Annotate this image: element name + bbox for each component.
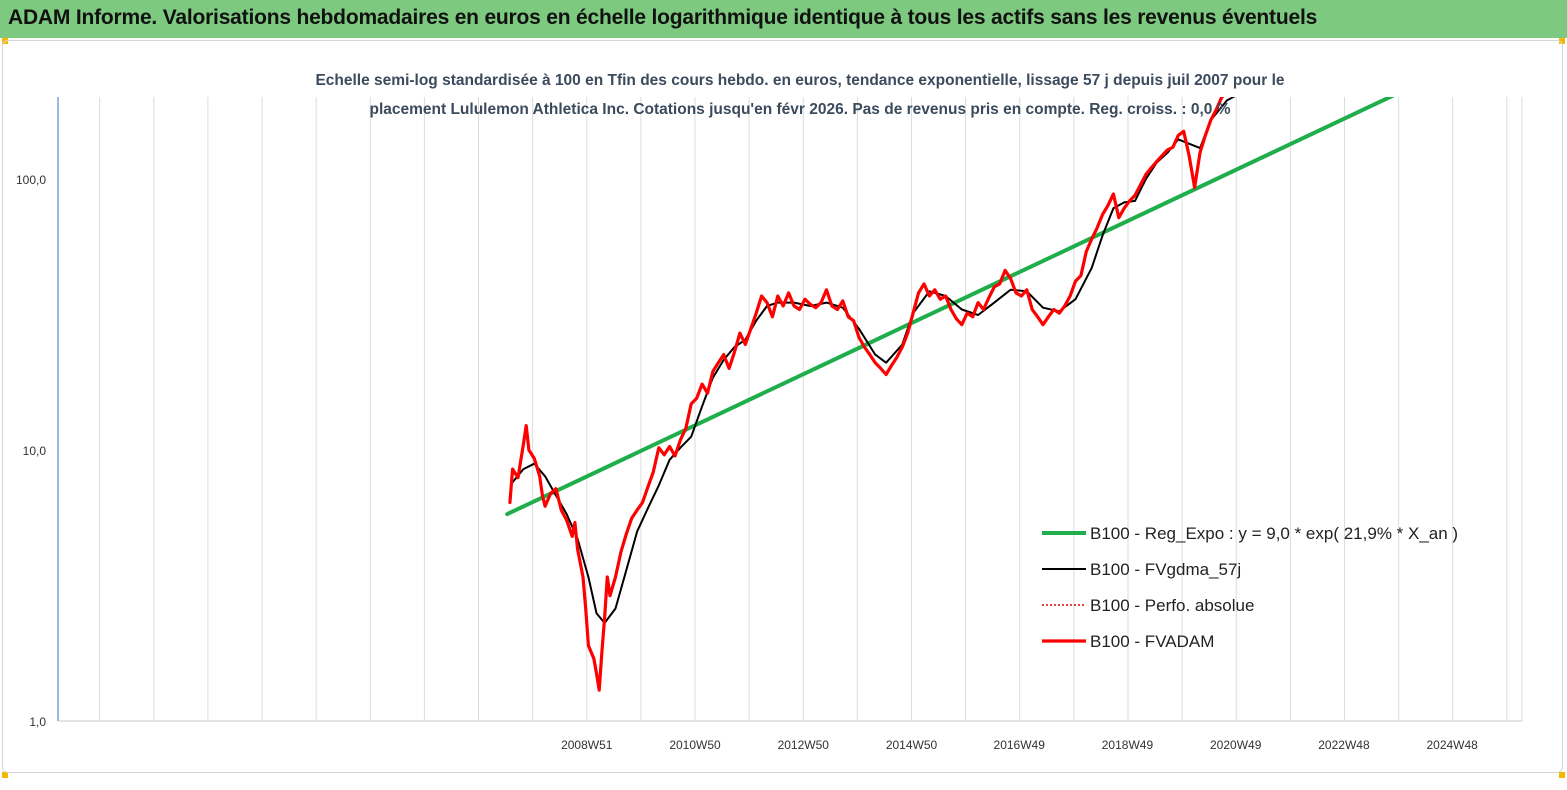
x-tick-label-2: 2012W50 xyxy=(778,738,830,752)
corner-marker-bottom-right xyxy=(1559,772,1565,778)
legend-entry-1: B100 - FVgdma_57j xyxy=(1090,560,1241,579)
y-tick-label-0: 1,0 xyxy=(29,715,46,729)
chart-subtitle-line2: placement Lululemon Athletica Inc. Cotat… xyxy=(369,101,1231,118)
y-tick-label-2: 100,0 xyxy=(16,173,46,187)
x-tick-label-1: 2010W50 xyxy=(669,738,721,752)
x-tick-label-0: 2008W51 xyxy=(561,738,613,752)
legend-entry-2: B100 - Perfo. absolue xyxy=(1090,596,1254,615)
page-title: ADAM Informe. Valorisations hebdomadaire… xyxy=(8,6,1318,29)
chart-frame xyxy=(2,40,1563,773)
series-line-3 xyxy=(508,97,1225,692)
y-tick-label-1: 10,0 xyxy=(23,444,47,458)
x-tick-label-7: 2022W48 xyxy=(1318,738,1370,752)
x-tick-label-4: 2016W49 xyxy=(994,738,1046,752)
legend-entry-3: B100 - FVADAM xyxy=(1090,632,1214,651)
x-tick-label-6: 2020W49 xyxy=(1210,738,1262,752)
x-tick-label-8: 2024W48 xyxy=(1426,738,1478,752)
legend-entry-0: B100 - Reg_Expo : y = 9,0 * exp( 21,9% *… xyxy=(1090,524,1458,543)
x-tick-label-3: 2014W50 xyxy=(886,738,938,752)
chart-subtitle: Echelle semi-log standardisée à 100 en T… xyxy=(160,66,1440,124)
x-tick-label-5: 2018W49 xyxy=(1102,738,1154,752)
chart-subtitle-line1: Echelle semi-log standardisée à 100 en T… xyxy=(315,72,1285,89)
series-line-1 xyxy=(511,97,1236,624)
header-banner: ADAM Informe. Valorisations hebdomadaire… xyxy=(0,0,1567,38)
corner-marker-bottom-left xyxy=(2,772,8,778)
corner-marker-right xyxy=(1559,38,1565,44)
